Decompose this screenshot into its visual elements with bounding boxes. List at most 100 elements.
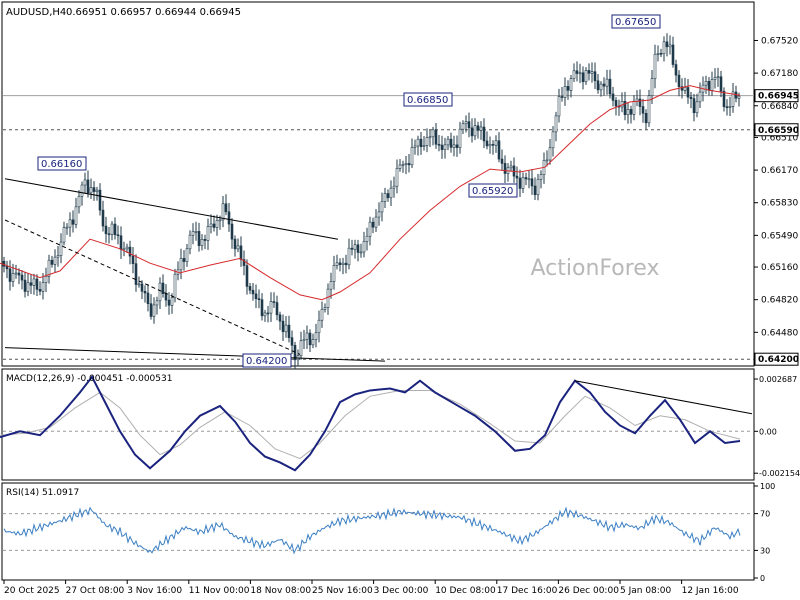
candle-body [278, 314, 282, 322]
candle-body [8, 268, 12, 282]
candle-body [656, 53, 660, 55]
chart-header-symbol: AUDUSD,H4 [6, 7, 66, 18]
candle-body [422, 145, 426, 147]
candle-body [242, 259, 246, 266]
macd-trendline [574, 380, 753, 415]
candle-body [437, 143, 441, 146]
price-annotation-label: 0.67650 [615, 17, 656, 28]
candle-body [410, 147, 414, 166]
time-axis-label: 3 Nov 16:00 [127, 586, 182, 596]
price-annotation-box [468, 183, 518, 198]
candle-body [527, 178, 531, 181]
candle-body [50, 259, 54, 265]
candle-body [638, 98, 642, 107]
candle-body [80, 184, 84, 197]
candle-body [233, 238, 237, 250]
candle-body [455, 144, 459, 148]
candle-body [224, 203, 228, 213]
rsi-label: RSI(14) 51.0917 [6, 488, 79, 498]
candle-body [494, 140, 498, 146]
candle-body [380, 201, 384, 213]
candle-body [374, 216, 378, 228]
level-box [754, 89, 799, 103]
candle-body [677, 74, 681, 87]
candle-body [212, 223, 216, 228]
candle-body [167, 299, 171, 306]
candle-body [347, 247, 351, 266]
candle-body [182, 258, 186, 262]
candle-body [170, 297, 174, 306]
trendline [4, 178, 339, 240]
candle-body [545, 159, 549, 162]
candle-body [353, 244, 357, 250]
candle-body [203, 239, 207, 241]
candle-body [503, 163, 507, 174]
candle-body [581, 72, 585, 83]
candle-body [140, 283, 144, 292]
macd-axis-label: -0.002154 [759, 469, 800, 478]
candle-body [221, 203, 225, 221]
trendline [4, 219, 301, 355]
candle-body [602, 83, 606, 87]
macd-label: MACD(12,26,9) -0.000451 -0.000531 [6, 374, 172, 384]
time-axis-label: 18 Nov 08:00 [250, 586, 311, 596]
candle-body [614, 100, 618, 107]
candle-body [593, 71, 597, 82]
candle-body [458, 128, 462, 148]
candle-body [185, 248, 189, 262]
price-axis-label: 0.65830 [761, 199, 798, 209]
candle-body [551, 131, 555, 149]
candle-body [179, 258, 183, 271]
macd-panel-frame [1, 368, 755, 481]
candle-body [35, 278, 39, 290]
candle-body [590, 71, 594, 74]
candle-body [479, 126, 483, 131]
price-annotation-label: 0.65920 [472, 186, 513, 197]
candle-body [674, 64, 678, 76]
candle-body [584, 70, 588, 83]
candle-body [365, 235, 369, 242]
candle-body [485, 140, 489, 147]
candle-body [236, 245, 240, 250]
macd-axis-label: 0.00 [759, 427, 777, 436]
rsi-panel-frame [1, 482, 755, 581]
candle-body [275, 302, 279, 316]
candle-body [128, 246, 132, 257]
price-axis-label: 0.67520 [761, 36, 798, 46]
candle-body [71, 219, 75, 225]
candle-body [386, 193, 390, 199]
candle-body [200, 239, 204, 246]
price-annotation-label: 0.66850 [407, 95, 448, 106]
candle-body [710, 79, 714, 91]
candle-body [47, 259, 51, 277]
candle-body [83, 179, 87, 186]
candle-body [134, 263, 138, 285]
candle-body [557, 96, 561, 117]
candle-body [497, 140, 501, 160]
rsi-axis-label: 0 [760, 574, 765, 583]
macd-signal-line [0, 389, 741, 460]
candle-body [197, 231, 201, 246]
candle-body [452, 144, 456, 148]
candle-body [440, 144, 444, 150]
time-axis-label: 12 Jan 16:00 [682, 586, 739, 596]
candle-body [59, 241, 63, 256]
candle-body [326, 288, 330, 308]
candle-body [5, 266, 9, 270]
candle-body [41, 282, 45, 292]
candle-body [290, 337, 294, 346]
candle-body [188, 234, 192, 250]
candle-body [596, 80, 600, 91]
candle-body [404, 163, 408, 165]
candle-body [629, 109, 633, 115]
level-box [754, 123, 799, 137]
candle-body [146, 292, 150, 304]
candle-body [23, 279, 27, 292]
candle-body [92, 187, 96, 192]
candle-body [368, 221, 372, 237]
price-axis-label: 0.64820 [761, 296, 798, 306]
candle-body [500, 158, 504, 164]
candle-body [737, 95, 741, 99]
candle-body [515, 175, 519, 179]
